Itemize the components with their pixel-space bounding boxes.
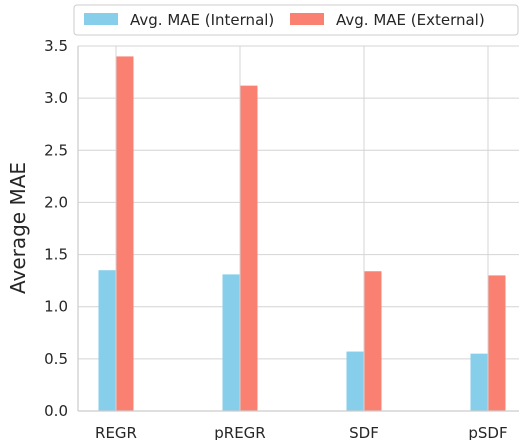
x-tick-label: pSDF [468, 424, 507, 440]
x-tick-label: pREGR [214, 424, 265, 440]
bar-internal-sdf [346, 351, 364, 411]
bar-external-sdf [364, 271, 382, 411]
y-tick-label: 3.0 [44, 89, 68, 107]
legend: Avg. MAE (Internal) Avg. MAE (External) [73, 4, 519, 36]
y-tick-label: 0.5 [44, 350, 68, 368]
y-tick-label: 0.0 [44, 402, 68, 420]
x-tick-label: REGR [95, 424, 137, 440]
axis-layer: 0.0 0.5 1.0 1.5 2.0 2.5 3.0 3.5 REGR pREGR SDF pSDF [44, 37, 519, 442]
bar-internal-psdf [470, 353, 488, 411]
bars-layer [98, 56, 506, 412]
legend-label: Avg. MAE (Internal) [130, 11, 274, 29]
legend-label: Avg. MAE (External) [336, 11, 485, 29]
y-tick-label: 2.5 [44, 141, 68, 159]
x-tick-label: SDF [349, 424, 379, 440]
grid-layer [78, 45, 519, 412]
bar-internal-pregr [222, 274, 240, 411]
legend-swatch [84, 13, 118, 25]
y-tick-label: 2.0 [44, 193, 68, 211]
y-axis-label: Average MAE [6, 162, 30, 294]
bar-internal-regr [98, 270, 116, 411]
legend-swatch [290, 13, 324, 25]
bar-external-psdf [488, 275, 506, 411]
y-tick-label: 1.0 [44, 298, 68, 316]
y-tick-label: 1.5 [44, 246, 68, 264]
bar-external-pregr [240, 85, 258, 411]
bar-external-regr [116, 56, 134, 412]
y-tick-label: 3.5 [44, 37, 68, 55]
